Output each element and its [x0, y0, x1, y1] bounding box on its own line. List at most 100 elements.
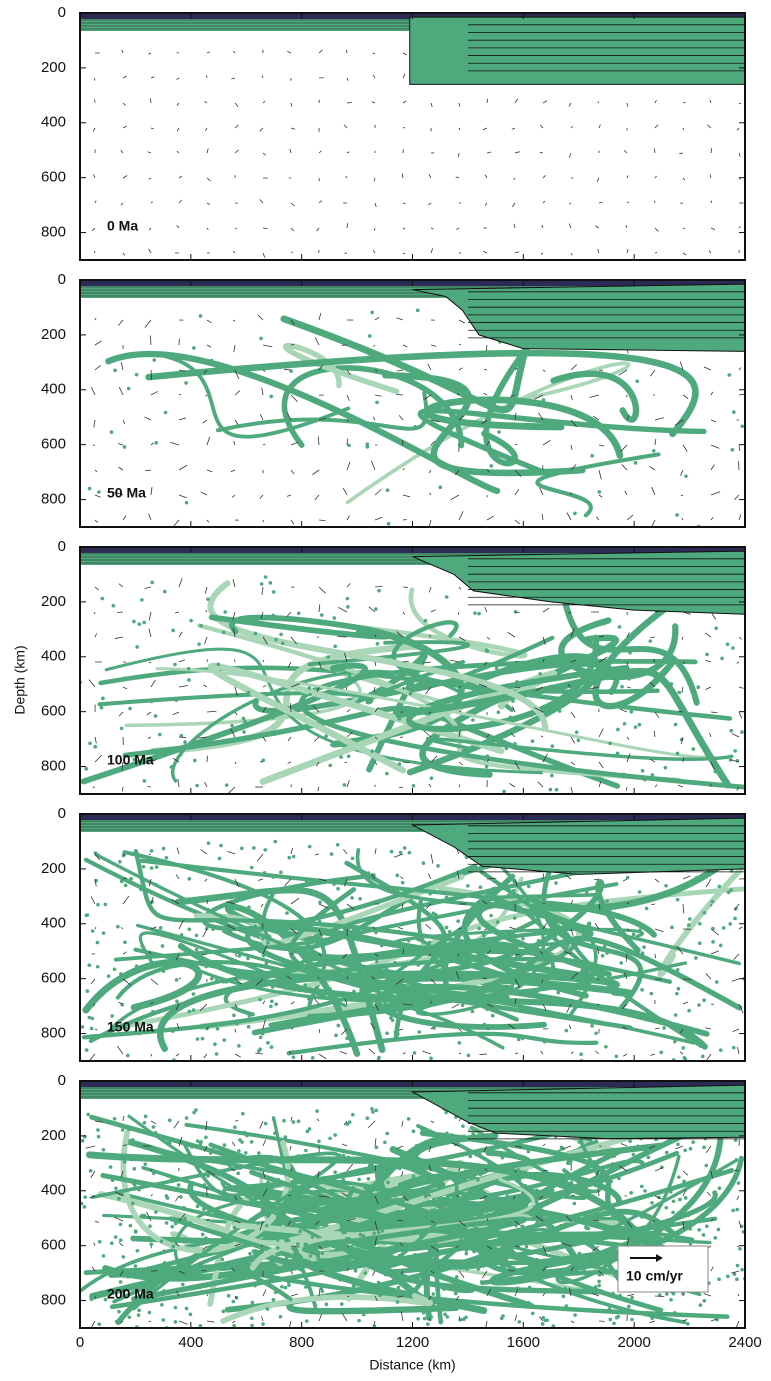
mantle-dot: [350, 896, 354, 900]
velocity-arrow: [651, 519, 656, 527]
mantle-dot: [733, 916, 737, 921]
velocity-arrow: [94, 519, 99, 523]
mantle-dot: [390, 1256, 394, 1261]
mantle-dot: [246, 1024, 251, 1029]
velocity-arrow: [620, 444, 628, 452]
mantle-dot: [310, 1235, 315, 1239]
mantle-dot: [87, 963, 92, 968]
mantle-dot: [606, 911, 611, 916]
velocity-arrow: [234, 761, 237, 765]
velocity-arrow: [231, 1267, 236, 1272]
mantle-dot: [616, 727, 620, 732]
velocity-arrow: [680, 736, 684, 745]
velocity-arrow: [234, 1243, 241, 1247]
mantle-dot: [328, 1136, 332, 1141]
mantle-dot: [635, 379, 639, 384]
velocity-arrow: [598, 728, 604, 738]
velocity-arrow: [286, 611, 292, 617]
velocity-arrow: [674, 419, 684, 426]
velocity-arrow: [94, 1120, 103, 1123]
mantle-dot: [338, 1153, 342, 1158]
mantle-dot: [487, 1235, 492, 1239]
velocity-arrow: [290, 441, 299, 446]
velocity-arrow: [374, 489, 382, 496]
mantle-dot: [415, 308, 420, 313]
mantle-dot: [193, 1223, 198, 1228]
mantle-dot: [413, 1214, 417, 1219]
velocity-arrow: [680, 469, 684, 476]
velocity-arrow: [514, 661, 518, 663]
velocity-arrow: [625, 786, 628, 791]
mantle-dot: [340, 911, 345, 915]
mantle-dot: [573, 1261, 577, 1266]
velocity-arrow: [458, 102, 461, 107]
mantle-dot: [247, 905, 251, 909]
mantle-dot: [675, 968, 680, 972]
velocity-arrow: [178, 1136, 183, 1147]
mantle-dot: [515, 893, 520, 898]
velocity-arrow: [430, 227, 434, 230]
mantle-dot: [183, 740, 187, 744]
velocity-arrow: [539, 124, 544, 129]
velocity-arrow: [149, 951, 152, 955]
mantle-dot: [242, 1130, 247, 1135]
mantle-dot: [190, 1181, 195, 1185]
velocity-arrow: [592, 1245, 600, 1252]
mantle-dot: [436, 1286, 440, 1290]
mantle-dot: [731, 1208, 735, 1213]
mantle-dot: [307, 996, 311, 1001]
velocity-arrow: [147, 785, 152, 788]
mantle-dot: [666, 1225, 671, 1230]
velocity-arrow: [734, 494, 740, 500]
mantle-dot: [676, 986, 681, 991]
mantle-dot: [566, 1236, 570, 1240]
velocity-arrow: [399, 786, 404, 789]
velocity-arrow: [206, 177, 211, 182]
mantle-dot: [675, 513, 679, 517]
mantle-dot: [274, 1002, 278, 1006]
velocity-arrow: [428, 1194, 432, 1197]
velocity-arrow: [204, 101, 208, 104]
velocity-arrow: [290, 202, 295, 207]
mantle-dot: [261, 1322, 265, 1326]
y-tick-label: 400: [41, 114, 66, 131]
mantle-dot: [190, 1145, 194, 1149]
mantle-dot: [545, 1176, 549, 1180]
velocity-arrow: [731, 978, 740, 982]
mantle-dot: [213, 617, 217, 622]
velocity-arrow: [150, 1053, 153, 1057]
mantle-dot: [643, 777, 647, 782]
mantle-dot: [231, 1129, 236, 1134]
x-tick-label: 0: [76, 1334, 84, 1351]
mantle-dot: [101, 696, 105, 701]
mantle-dot: [80, 1025, 85, 1029]
mantle-dot: [130, 1138, 135, 1142]
mantle-dot: [253, 1185, 258, 1190]
mantle-dot: [644, 906, 649, 911]
mantle-dot: [490, 1013, 495, 1018]
velocity-arrow: [393, 853, 404, 858]
mantle-dot: [89, 1026, 94, 1031]
mantle-dot: [642, 1194, 647, 1198]
velocity-arrow: [122, 102, 126, 106]
mantle-dot: [640, 454, 645, 459]
velocity-arrow: [682, 661, 685, 664]
mantle-dot: [564, 972, 568, 977]
mantle-streak: [131, 1216, 527, 1302]
velocity-arrow: [710, 950, 719, 955]
y-tick-label: 200: [41, 593, 66, 610]
mantle-dot: [665, 1292, 669, 1296]
mantle-dot: [268, 581, 273, 585]
mantle-dot: [613, 926, 617, 931]
velocity-arrow: [648, 1145, 656, 1149]
mantle-dot: [84, 1048, 89, 1052]
mantle-dot: [123, 676, 128, 680]
velocity-arrow: [342, 487, 348, 496]
mantle-dot: [120, 1003, 124, 1007]
mantle-dot: [379, 943, 384, 948]
mantle-dot: [673, 1013, 678, 1017]
velocity-arrow: [514, 1314, 518, 1322]
mantle-dot: [521, 936, 525, 941]
velocity-arrow: [262, 519, 265, 523]
mantle-streak: [483, 892, 741, 966]
